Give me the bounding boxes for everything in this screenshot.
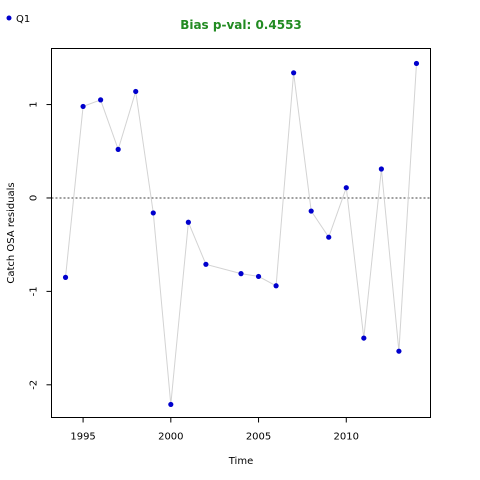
data-point	[133, 88, 139, 95]
chart-title: Bias p-val: 0.4553	[180, 18, 302, 32]
x-axis: 1995 2000 2005 2010	[70, 417, 359, 443]
y-axis: -2 -1 0 1	[29, 101, 52, 390]
y-tick-label: 0	[29, 195, 40, 201]
data-point	[413, 60, 420, 67]
data-point	[343, 185, 349, 191]
data-point	[150, 210, 156, 216]
data-point	[62, 274, 69, 280]
data-point	[308, 208, 314, 214]
x-tick-label: 2010	[334, 432, 359, 443]
data-point	[98, 97, 104, 103]
y-axis-title: Catch OSA residuals	[6, 182, 17, 283]
data-point	[361, 335, 367, 341]
data-point	[291, 70, 297, 76]
x-axis-title: Time	[228, 456, 253, 467]
data-point	[80, 103, 86, 110]
y-tick-label: -1	[29, 286, 40, 296]
data-point	[115, 146, 121, 152]
data-point	[273, 283, 279, 289]
legend-marker-q1	[6, 15, 12, 21]
y-tick-label: 1	[29, 101, 40, 107]
legend-label-q1: Q1	[16, 14, 30, 25]
y-tick-label: -2	[29, 380, 40, 390]
x-tick-label: 1995	[70, 432, 95, 443]
data-point	[185, 219, 191, 225]
x-tick-label: 2000	[158, 432, 183, 443]
x-tick-label: 2005	[246, 432, 271, 443]
plot-frame	[51, 48, 431, 418]
data-point	[396, 348, 402, 354]
data-point	[378, 166, 384, 172]
legend: Q1	[6, 14, 30, 25]
data-point	[203, 261, 209, 267]
series-line-q1	[65, 63, 417, 405]
plot-marks	[51, 60, 431, 408]
data-point	[238, 271, 244, 277]
data-point	[255, 273, 262, 280]
data-point	[326, 234, 332, 240]
data-point	[168, 401, 174, 408]
